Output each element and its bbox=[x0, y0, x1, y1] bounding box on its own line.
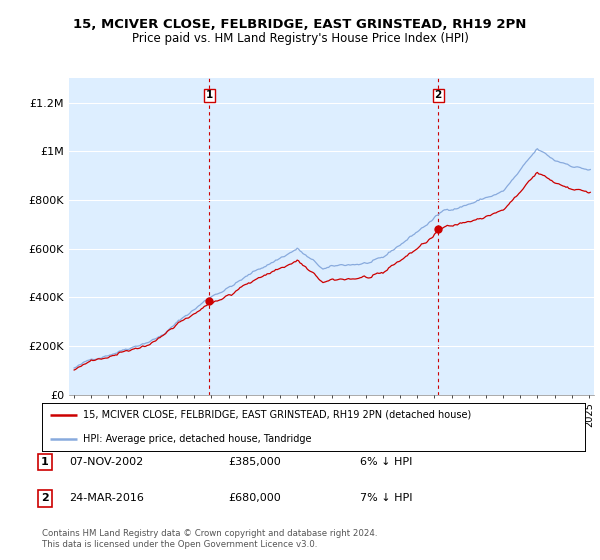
Text: 7% ↓ HPI: 7% ↓ HPI bbox=[360, 493, 413, 503]
Text: 2: 2 bbox=[434, 90, 442, 100]
Text: 07-NOV-2002: 07-NOV-2002 bbox=[69, 457, 143, 467]
Text: 24-MAR-2016: 24-MAR-2016 bbox=[69, 493, 144, 503]
Text: 1: 1 bbox=[41, 457, 49, 467]
Text: 1: 1 bbox=[205, 90, 212, 100]
Text: 15, MCIVER CLOSE, FELBRIDGE, EAST GRINSTEAD, RH19 2PN (detached house): 15, MCIVER CLOSE, FELBRIDGE, EAST GRINST… bbox=[83, 409, 471, 419]
Text: £385,000: £385,000 bbox=[228, 457, 281, 467]
Text: 2: 2 bbox=[41, 493, 49, 503]
Text: 15, MCIVER CLOSE, FELBRIDGE, EAST GRINSTEAD, RH19 2PN: 15, MCIVER CLOSE, FELBRIDGE, EAST GRINST… bbox=[73, 18, 527, 31]
Text: HPI: Average price, detached house, Tandridge: HPI: Average price, detached house, Tand… bbox=[83, 435, 311, 445]
Text: Contains HM Land Registry data © Crown copyright and database right 2024.
This d: Contains HM Land Registry data © Crown c… bbox=[42, 529, 377, 549]
Text: 6% ↓ HPI: 6% ↓ HPI bbox=[360, 457, 412, 467]
Text: £680,000: £680,000 bbox=[228, 493, 281, 503]
Text: Price paid vs. HM Land Registry's House Price Index (HPI): Price paid vs. HM Land Registry's House … bbox=[131, 32, 469, 45]
